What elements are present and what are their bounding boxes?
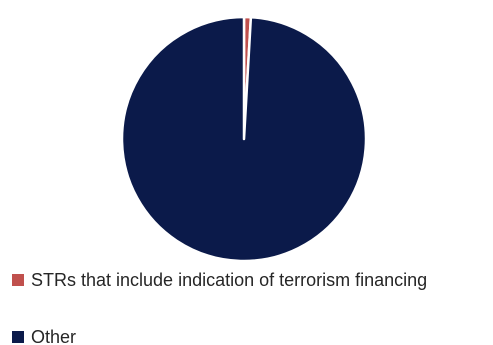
pie-slice-other bbox=[120, 15, 368, 263]
legend-entry-other: Other bbox=[12, 327, 76, 345]
legend-entry-strs: STRs that include indication of terroris… bbox=[12, 270, 427, 290]
legend-label-other: Other bbox=[31, 327, 76, 345]
legend-swatch-strs bbox=[12, 274, 24, 286]
legend-label-strs: STRs that include indication of terroris… bbox=[31, 270, 427, 290]
legend: STRs that include indication of terroris… bbox=[12, 270, 427, 345]
pie-slices bbox=[120, 15, 368, 263]
legend-swatch-other bbox=[12, 331, 24, 343]
